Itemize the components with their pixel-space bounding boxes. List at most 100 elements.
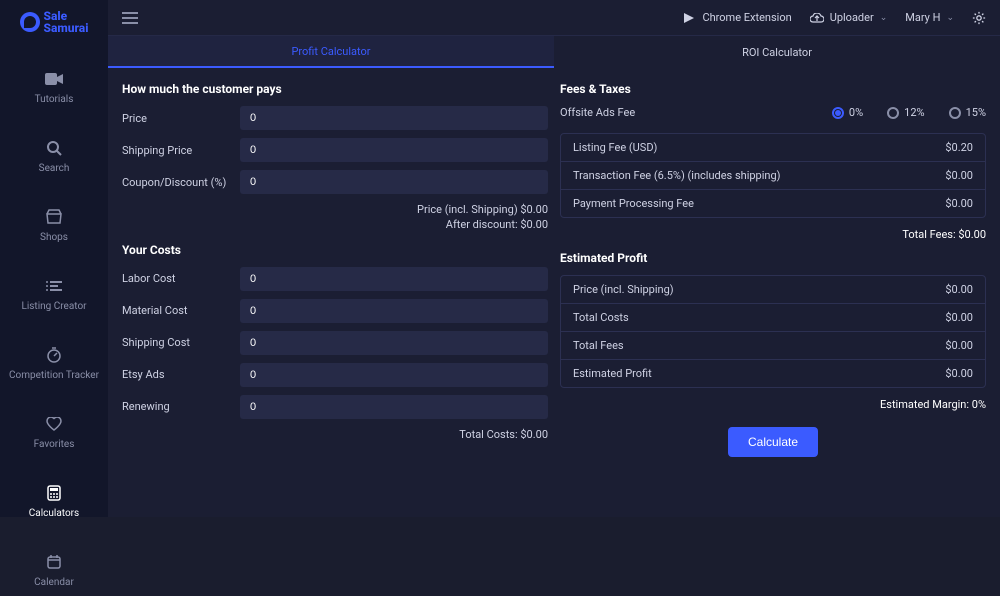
brand-logo[interactable]: Sale Samurai <box>20 10 89 34</box>
profit-label: Total Fees <box>573 339 624 352</box>
table-row: Total Fees $0.00 <box>561 332 985 360</box>
video-icon <box>45 70 63 88</box>
fee-value: $0.00 <box>945 197 973 210</box>
shipping-cost-input[interactable] <box>240 331 548 355</box>
tabs: Profit Calculator ROI Calculator <box>108 36 1000 68</box>
calendar-icon <box>45 553 63 571</box>
sidebar-item-label: Listing Creator <box>21 301 86 312</box>
material-cost-input[interactable] <box>240 299 548 323</box>
price-input[interactable] <box>240 106 548 130</box>
profit-value: $0.00 <box>945 283 973 296</box>
total-costs-text: Total Costs: $0.00 <box>122 427 548 442</box>
section-header-estimated-profit: Estimated Profit <box>560 251 986 265</box>
sidebar-item-label: Search <box>39 163 70 174</box>
menu-toggle-icon[interactable] <box>122 12 138 24</box>
labor-cost-label: Labor Cost <box>122 272 232 285</box>
uploader-link[interactable]: Uploader ⌄ <box>810 11 888 25</box>
sidebar-item-shops[interactable]: Shops <box>0 200 108 251</box>
radio-label: 15% <box>966 106 986 119</box>
sidebar: Sale Samurai Tutorials Search Shops <box>0 0 108 517</box>
topbar: Chrome Extension Uploader ⌄ Mary H ⌄ <box>108 0 1000 36</box>
calculate-button[interactable]: Calculate <box>728 427 818 457</box>
profit-table: Price (incl. Shipping) $0.00 Total Costs $… <box>560 275 986 388</box>
shipping-price-label: Shipping Price <box>122 144 232 157</box>
settings-button[interactable] <box>972 11 986 25</box>
user-menu[interactable]: Mary H ⌄ <box>905 11 954 24</box>
coupon-label: Coupon/Discount (%) <box>122 176 232 189</box>
labor-cost-input[interactable] <box>240 267 548 291</box>
search-icon <box>45 139 63 157</box>
fee-label: Transaction Fee (6.5%) (includes shippin… <box>573 169 780 182</box>
sidebar-item-label: Tutorials <box>35 94 74 105</box>
sidebar-item-label: Shops <box>40 232 68 243</box>
tab-profit-calculator[interactable]: Profit Calculator <box>108 36 554 68</box>
right-column: Fees & Taxes Offsite Ads Fee 0% 12% 15% … <box>560 82 986 509</box>
offsite-fee-radio-0[interactable]: 0% <box>832 106 863 119</box>
fees-table: Listing Fee (USD) $0.20 Transaction Fee (… <box>560 133 986 218</box>
sidebar-item-label: Favorites <box>34 439 75 450</box>
table-row: Total Costs $0.00 <box>561 304 985 332</box>
profit-label: Price (incl. Shipping) <box>573 283 674 296</box>
chevron-down-icon: ⌄ <box>880 13 888 23</box>
after-discount-text: After discount: $0.00 <box>122 217 548 232</box>
shipping-price-input[interactable] <box>240 138 548 162</box>
total-fees-text: Total Fees: $0.00 <box>560 228 986 241</box>
sidebar-item-search[interactable]: Search <box>0 131 108 182</box>
radio-label: 0% <box>849 106 863 119</box>
sidebar-item-label: Calculators <box>29 508 79 519</box>
section-header-customer-pays: How much the customer pays <box>122 82 548 96</box>
estimated-margin-text: Estimated Margin: 0% <box>560 398 986 411</box>
sidebar-item-competition-tracker[interactable]: Competition Tracker <box>0 338 108 389</box>
offsite-ads-fee-label: Offsite Ads Fee <box>560 106 808 119</box>
offsite-fee-radio-15[interactable]: 15% <box>949 106 986 119</box>
tab-roi-calculator[interactable]: ROI Calculator <box>554 36 1000 68</box>
fee-value: $0.00 <box>945 169 973 182</box>
stopwatch-icon <box>45 346 63 364</box>
sidebar-item-favorites[interactable]: Favorites <box>0 407 108 458</box>
profit-value: $0.00 <box>945 339 973 352</box>
heart-icon <box>45 415 63 433</box>
price-incl-shipping-text: Price (incl. Shipping) $0.00 <box>122 202 548 217</box>
section-header-your-costs: Your Costs <box>122 243 548 257</box>
fee-value: $0.20 <box>945 141 973 154</box>
shipping-cost-label: Shipping Cost <box>122 336 232 349</box>
logo-icon <box>20 12 40 32</box>
list-icon <box>45 277 63 295</box>
profit-value: $0.00 <box>945 311 973 324</box>
play-icon <box>682 11 696 25</box>
table-row: Payment Processing Fee $0.00 <box>561 190 985 217</box>
renewing-label: Renewing <box>122 400 232 413</box>
chrome-extension-link[interactable]: Chrome Extension <box>682 11 791 25</box>
tab-label: ROI Calculator <box>742 46 812 59</box>
table-row: Price (incl. Shipping) $0.00 <box>561 276 985 304</box>
sidebar-item-listing-creator[interactable]: Listing Creator <box>0 269 108 320</box>
etsy-ads-label: Etsy Ads <box>122 368 232 381</box>
left-column: How much the customer pays Price Shippin… <box>122 82 548 509</box>
profit-label: Estimated Profit <box>573 367 652 380</box>
coupon-input[interactable] <box>240 170 548 194</box>
table-row: Estimated Profit $0.00 <box>561 360 985 387</box>
offsite-fee-radio-12[interactable]: 12% <box>887 106 924 119</box>
chevron-down-icon: ⌄ <box>946 13 954 23</box>
gear-icon <box>972 11 986 25</box>
logo-text: Sale Samurai <box>44 10 89 34</box>
table-row: Transaction Fee (6.5%) (includes shippin… <box>561 162 985 190</box>
radio-label: 12% <box>904 106 924 119</box>
material-cost-label: Material Cost <box>122 304 232 317</box>
renewing-input[interactable] <box>240 395 548 419</box>
link-label: Chrome Extension <box>702 11 791 24</box>
fee-label: Listing Fee (USD) <box>573 141 657 154</box>
sidebar-item-label: Calendar <box>34 577 74 588</box>
section-header-fees-taxes: Fees & Taxes <box>560 82 986 96</box>
fee-label: Payment Processing Fee <box>573 197 694 210</box>
sidebar-item-calendar[interactable]: Calendar <box>0 545 108 596</box>
etsy-ads-input[interactable] <box>240 363 548 387</box>
sidebar-item-tutorials[interactable]: Tutorials <box>0 62 108 113</box>
profit-label: Total Costs <box>573 311 629 324</box>
sidebar-item-calculators[interactable]: Calculators <box>0 476 108 527</box>
price-label: Price <box>122 112 232 125</box>
user-name: Mary H <box>905 11 940 24</box>
calculator-icon <box>45 484 63 502</box>
profit-value: $0.00 <box>945 367 973 380</box>
tab-label: Profit Calculator <box>291 45 370 58</box>
